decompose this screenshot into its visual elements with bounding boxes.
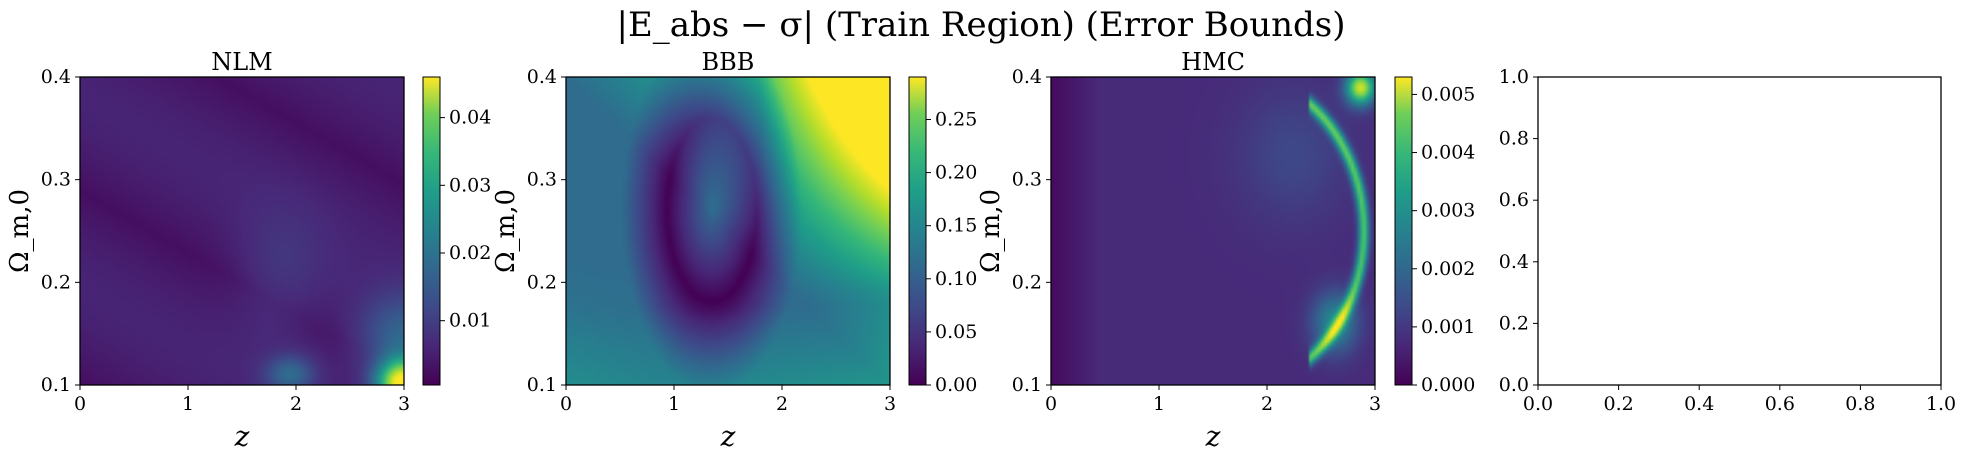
colorbar-tick-label: 0.001 <box>1421 316 1475 338</box>
figure-title: |E_abs − σ| (Train Region) (Error Bounds… <box>616 5 1345 45</box>
colorbar-tick-label: 0.02 <box>449 242 491 264</box>
y-tick-label: 0.1 <box>41 374 71 396</box>
x-tick-label: 1 <box>182 393 194 415</box>
colorbar-tick-label: 0.04 <box>449 107 491 129</box>
x-tick-label: 2 <box>776 393 788 415</box>
heatmap-image <box>80 77 404 385</box>
y-axis-label: Ω_m,0 <box>491 189 521 273</box>
colorbar-tick-label: 0.002 <box>1421 258 1475 280</box>
colorbar-tick-label: 0.005 <box>1421 83 1475 105</box>
y-tick-label: 0.2 <box>527 271 557 293</box>
colorbar-tick-label: 0.004 <box>1421 142 1475 164</box>
axes-frame <box>565 76 891 386</box>
colorbar-tick-label: 0.03 <box>449 174 491 196</box>
y-tick-label: 0.2 <box>41 271 71 293</box>
colorbar-tick-label: 0.25 <box>935 108 977 130</box>
y-tick-label: 0.4 <box>1499 251 1529 273</box>
x-tick-label: 3 <box>398 393 410 415</box>
x-tick-label: 2 <box>1261 393 1273 415</box>
x-tick-label: 0 <box>1045 393 1057 415</box>
y-tick-label: 0.4 <box>41 66 71 88</box>
panel-empty: 0.0 0.2 0.4 0.6 0.8 1.0 0.0 0.2 0.4 0.6 0.8 1.0 <box>1499 66 1956 415</box>
x-axis-label: z <box>1205 420 1221 453</box>
x-tick-label: 3 <box>884 393 896 415</box>
x-tick-label: 0.4 <box>1684 393 1714 415</box>
colorbar-tick-label: 0.05 <box>935 321 977 343</box>
axes-frame <box>79 76 405 386</box>
heatmap-image <box>566 77 890 385</box>
y-tick-label: 0.8 <box>1499 128 1529 150</box>
colorbar <box>422 76 441 386</box>
x-tick-label: 0.2 <box>1603 393 1633 415</box>
colorbar-tick-label: 0.00 <box>935 374 977 396</box>
y-tick-label: 0.3 <box>41 169 71 191</box>
colorbar-tick-label: 0.15 <box>935 215 977 237</box>
panel-title: NLM <box>211 48 273 76</box>
heatmap-image <box>1051 77 1375 385</box>
colorbar <box>908 76 927 386</box>
x-tick-label: 1 <box>668 393 680 415</box>
y-tick-label: 0.2 <box>1012 271 1042 293</box>
colorbar-tick-label: 0.01 <box>449 310 491 332</box>
panel-nlm: NLM 0.01 0.02 0.03 0.04 0 1 2 3 0.1 0.2 0.3 0.4 z Ω_m,… <box>5 48 491 453</box>
y-axis-label: Ω_m,0 <box>5 189 35 273</box>
y-tick-label: 0.3 <box>527 169 557 191</box>
x-tick-label: 0 <box>560 393 572 415</box>
axes-frame <box>1537 76 1942 386</box>
x-tick-label: 3 <box>1369 393 1381 415</box>
panel-bbb: BBB 0.00 0.05 0.10 0.15 0.20 0.25 0 1 2 3 0.1 0.2 0.3… <box>491 48 977 453</box>
x-tick-label: 0 <box>74 393 86 415</box>
y-axis-label: Ω_m,0 <box>976 189 1006 273</box>
y-tick-label: 0.0 <box>1499 374 1529 396</box>
colorbar-tick-label: 0.10 <box>935 268 977 290</box>
colorbar <box>1394 76 1413 386</box>
y-tick-label: 1.0 <box>1499 66 1529 88</box>
x-tick-label: 0.0 <box>1523 393 1553 415</box>
panel-title: HMC <box>1181 48 1245 76</box>
x-tick-label: 0.6 <box>1765 393 1795 415</box>
axes-frame <box>1050 76 1376 386</box>
x-tick-label: 2 <box>290 393 302 415</box>
y-tick-label: 0.4 <box>1012 66 1042 88</box>
x-tick-label: 1 <box>1153 393 1165 415</box>
y-tick-label: 0.1 <box>1012 374 1042 396</box>
x-tick-label: 0.8 <box>1845 393 1875 415</box>
colorbar-tick-label: 0.20 <box>935 162 977 184</box>
y-tick-label: 0.3 <box>1012 169 1042 191</box>
y-tick-label: 0.6 <box>1499 189 1529 211</box>
x-axis-label: z <box>234 420 250 453</box>
panel-title: BBB <box>702 48 755 76</box>
y-tick-label: 0.1 <box>527 374 557 396</box>
colorbar-tick-label: 0.000 <box>1421 374 1475 396</box>
x-tick-label: 1.0 <box>1926 393 1956 415</box>
colorbar-tick-label: 0.003 <box>1421 200 1475 222</box>
y-tick-label: 0.4 <box>527 66 557 88</box>
panel-hmc: HMC 0.000 0.001 0.002 0.003 0.004 0.005 0 1 2 3 0.1… <box>976 48 1475 453</box>
x-axis-label: z <box>720 420 736 453</box>
y-tick-label: 0.2 <box>1499 312 1529 334</box>
